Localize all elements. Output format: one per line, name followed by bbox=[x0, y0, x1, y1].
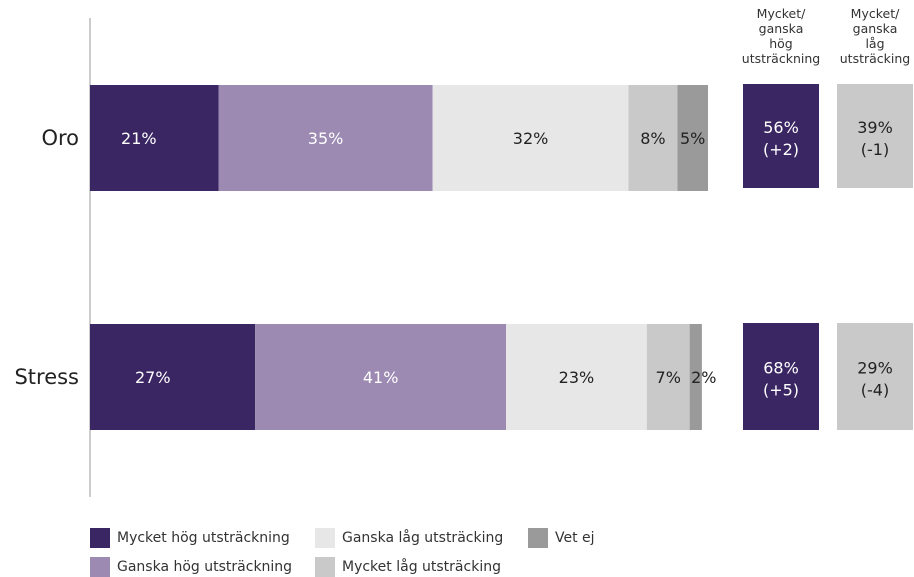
summary-change-1-1: (-4) bbox=[861, 381, 889, 400]
legend-item-ganska-hog: Ganska hög utsträckning bbox=[90, 557, 292, 577]
bar-segment-0-4 bbox=[677, 85, 708, 191]
summary-header-1-line-1: ganska bbox=[853, 21, 898, 36]
bar-segment-1-2 bbox=[506, 324, 647, 430]
summary-header-0-line-2: hög bbox=[769, 36, 793, 51]
summary-change-0-1: (+5) bbox=[763, 381, 799, 400]
legend-item-mycket-lag: Mycket låg utsträcking bbox=[315, 557, 501, 577]
legend-label-ganska-lag: Ganska låg utsträcking bbox=[342, 530, 504, 546]
summary-value-1-0: 39% bbox=[857, 118, 893, 137]
category-label-oro: Oro bbox=[41, 126, 79, 150]
data-label-0-3: 8% bbox=[640, 129, 665, 148]
legend-label-ganska-hog: Ganska hög utsträckning bbox=[117, 559, 293, 575]
data-label-1-4: 2% bbox=[691, 368, 716, 387]
summary-header-1-line-2: låg bbox=[865, 36, 884, 51]
bar-segment-0-3 bbox=[628, 85, 678, 191]
legend-item-mycket-hog: Mycket hög utsträckning bbox=[90, 528, 290, 548]
summary-header-0-line-0: Mycket/ bbox=[757, 6, 806, 21]
legend-swatch-vet-ej bbox=[528, 528, 548, 548]
data-label-1-3: 7% bbox=[656, 368, 681, 387]
summary-header-1-line-3: utsträcking bbox=[840, 51, 910, 66]
data-label-1-2: 23% bbox=[559, 368, 595, 387]
summary-value-1-1: 29% bbox=[857, 359, 893, 378]
summary-box-0-0 bbox=[743, 84, 819, 188]
summary-header-0-line-3: utsträckning bbox=[742, 51, 820, 66]
data-label-1-0: 27% bbox=[135, 368, 171, 387]
summary-change-0-0: (+2) bbox=[763, 140, 799, 159]
bar-segment-0-1 bbox=[218, 85, 433, 191]
data-label-1-1: 41% bbox=[363, 368, 399, 387]
summary-box-1-0 bbox=[837, 84, 913, 188]
legend-item-ganska-lag: Ganska låg utsträcking bbox=[315, 528, 503, 548]
legend-label-mycket-lag: Mycket låg utsträcking bbox=[342, 559, 501, 575]
bar-segment-0-0 bbox=[90, 85, 219, 191]
legend-label-mycket-hog: Mycket hög utsträckning bbox=[117, 530, 290, 546]
legend-swatch-mycket-lag bbox=[315, 557, 335, 577]
summary-box-1-1 bbox=[837, 323, 913, 430]
legend-swatch-ganska-hog bbox=[90, 557, 110, 577]
bar-segment-1-0 bbox=[90, 324, 256, 430]
category-label-stress: Stress bbox=[14, 365, 79, 389]
bar-segment-1-4 bbox=[689, 324, 702, 430]
summary-header-1-line-0: Mycket/ bbox=[851, 6, 900, 21]
legend-label-vet-ej: Vet ej bbox=[555, 530, 595, 546]
bar-segment-1-1 bbox=[255, 324, 507, 430]
summary-header-0-line-1: ganska bbox=[759, 21, 804, 36]
bar-segment-0-2 bbox=[432, 85, 629, 191]
data-label-0-2: 32% bbox=[513, 129, 549, 148]
legend-swatch-mycket-hog bbox=[90, 528, 110, 548]
summary-change-1-0: (-1) bbox=[861, 140, 889, 159]
data-label-0-0: 21% bbox=[121, 129, 157, 148]
legend-item-vet-ej: Vet ej bbox=[528, 528, 595, 548]
data-label-0-4: 5% bbox=[680, 129, 705, 148]
legend-swatch-ganska-lag bbox=[315, 528, 335, 548]
summary-value-0-0: 56% bbox=[763, 118, 799, 137]
summary-box-0-1 bbox=[743, 323, 819, 430]
bar-segment-1-3 bbox=[646, 324, 690, 430]
data-label-0-1: 35% bbox=[308, 129, 344, 148]
summary-value-0-1: 68% bbox=[763, 359, 799, 378]
